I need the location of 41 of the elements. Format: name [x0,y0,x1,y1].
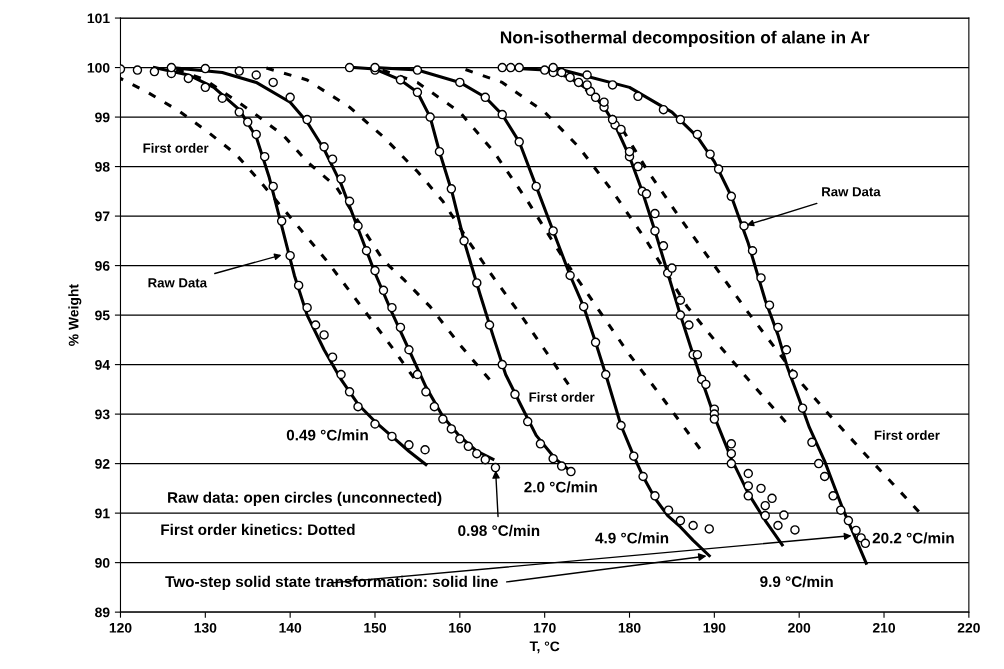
x-tick-label: 180 [618,622,641,633]
annotation: 2.0 °C/min [524,481,597,493]
x-tick-label: 130 [194,622,217,633]
annotation: 0.98 °C/min [458,524,540,537]
x-tick-label: 210 [872,622,896,633]
x-tick-label: 190 [703,622,726,633]
annotation: First order [143,143,209,153]
x-tick-label: 140 [279,622,302,633]
annotation: First order [874,430,940,440]
y-axis-title: % Weight [68,284,82,346]
x-tick-label: 170 [533,622,556,633]
y-tick-label: 94 [95,359,110,370]
text: Non-isothermal decomposition of alane in Ar [500,30,870,47]
x-tick-label: 160 [449,622,471,633]
y-tick-label: 90 [95,557,110,568]
annotation: 9.9 °C/min [760,575,833,588]
y-tick-label: 99 [95,112,110,123]
annotation: First order [529,392,595,402]
annotation: First order kinetics: Dotted [161,523,355,536]
y-tick-label: 101 [87,13,110,24]
x-tick-label: 150 [364,622,387,633]
x-tick-label: 200 [788,622,811,633]
annotation: Raw data: open circles (unconnected) [168,491,442,506]
y-tick-label: 92 [95,458,110,469]
annotation: Raw Data [148,278,208,288]
x-tick-label: 220 [957,622,980,633]
annotation: Two-step solid state transformation: solid line [165,575,498,591]
y-tick-label: 91 [95,508,110,519]
x-axis-title: T, °C [529,641,560,654]
y-tick-label: 89 [95,607,110,618]
y-tick-label: 100 [87,62,110,73]
x-tick-label: 120 [109,622,132,633]
y-tick-label: 96 [95,260,110,271]
annotation: Raw Data [822,187,881,197]
y-tick-label: 97 [95,211,110,222]
annotation: 20.2 °C/min [872,532,954,544]
y-tick-label: 93 [95,409,110,420]
annotation: 0.49 °C/min [286,429,368,441]
y-tick-label: 98 [95,161,110,172]
y-tick-label: 95 [95,310,110,321]
annotation: 4.9 °C/min [595,532,669,544]
